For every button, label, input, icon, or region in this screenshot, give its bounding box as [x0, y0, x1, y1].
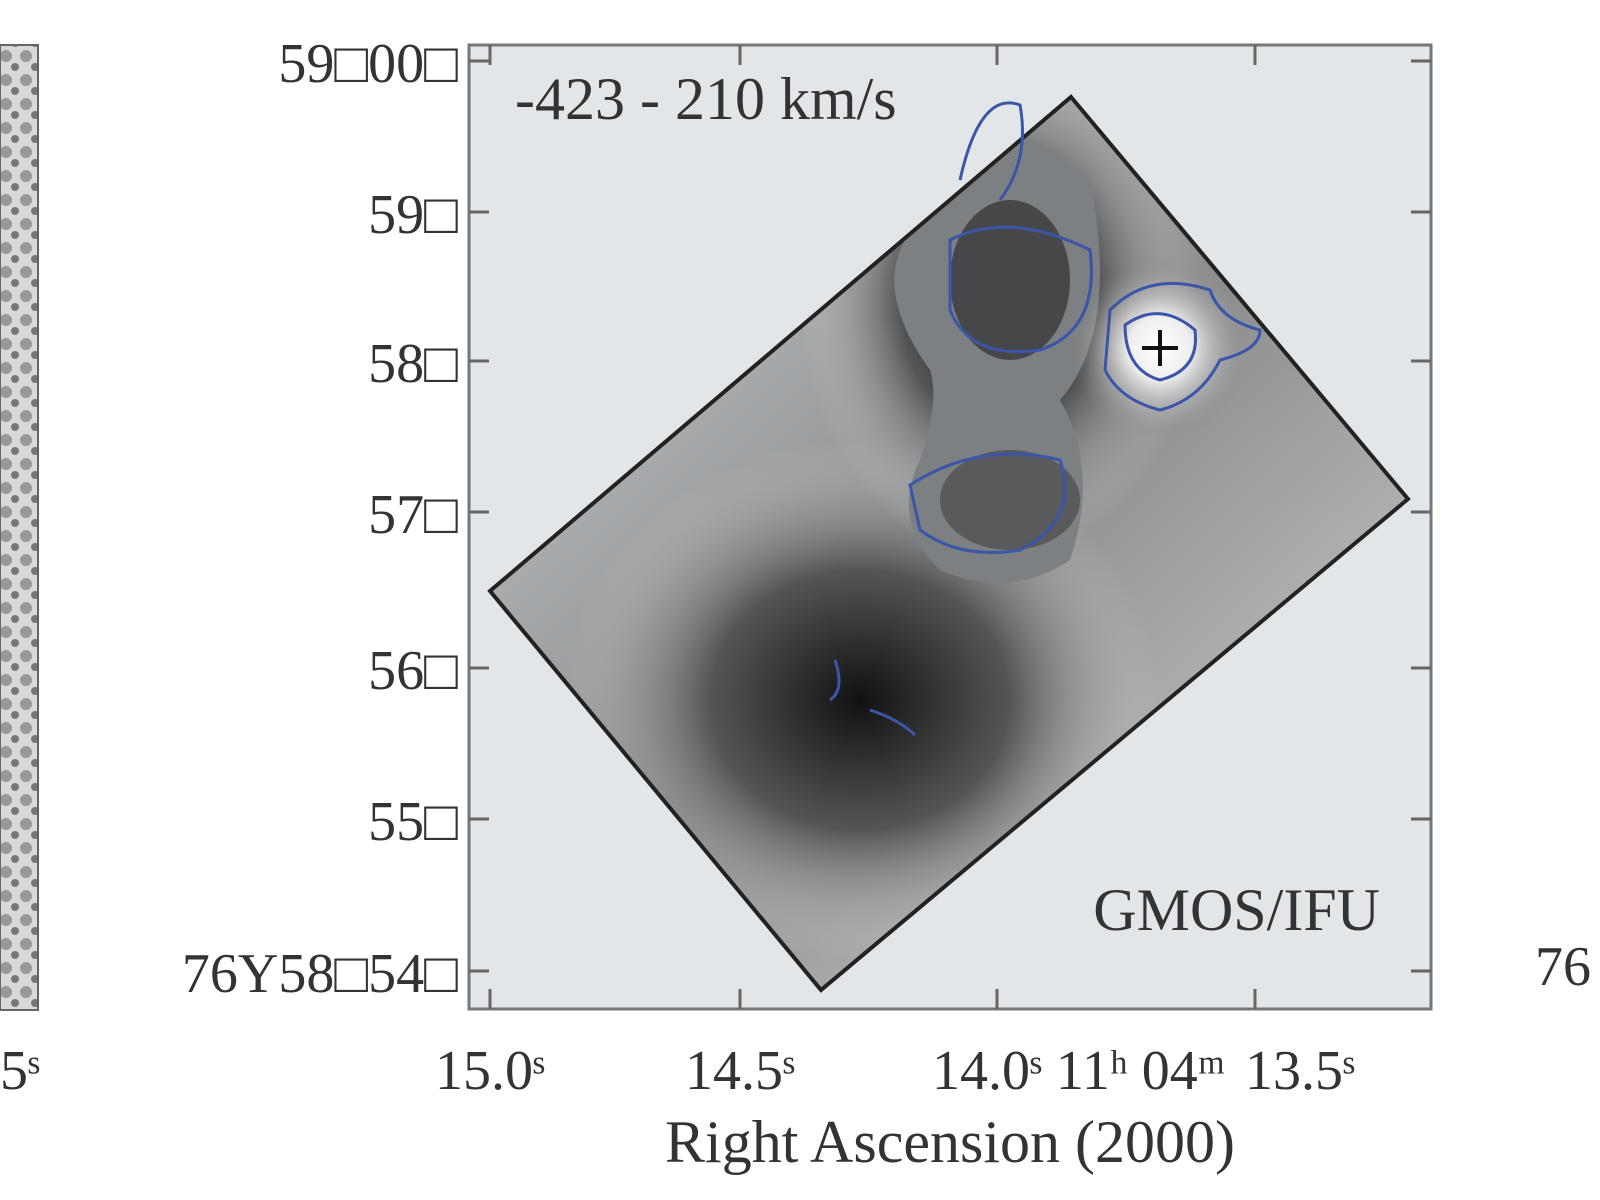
x-tick-label: 13.5ˢ: [1245, 1040, 1355, 1102]
neighbor-tick: 76: [1535, 936, 1591, 998]
x-axis-label: Right Ascension (2000): [665, 1109, 1235, 1175]
ifu-outline: [487, 94, 1411, 993]
y-tick-label: 55□: [368, 791, 458, 853]
neighbor-panel: [0, 44, 39, 1011]
y-tick-label: 58□: [368, 333, 458, 395]
x-tick-label: 14.5ˢ: [685, 1040, 795, 1102]
center-marker: [1142, 330, 1178, 366]
y-tick-label: 56□: [368, 640, 458, 702]
y-tick-label: 59□: [368, 184, 458, 246]
neighbor-tick: 5ˢ: [0, 1040, 40, 1102]
y-tick-label: 76Y58□54□: [182, 943, 458, 1005]
y-tick-label: 59□00□: [278, 33, 458, 95]
x-tick-label: 14.0ˢ 11ʰ 04ᵐ: [932, 1040, 1225, 1102]
x-tick-label: 15.0ˢ: [435, 1040, 545, 1102]
velocity-label: -423 - 210 km/s: [515, 66, 897, 132]
y-tick-label: 57□: [368, 484, 458, 546]
contours: [829, 101, 1262, 737]
instrument-label: GMOS/IFU: [1093, 877, 1380, 943]
